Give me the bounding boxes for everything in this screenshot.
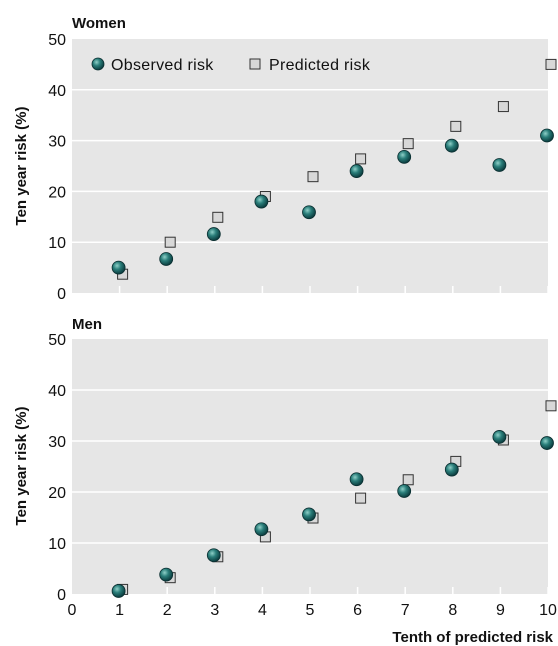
women-observed-point	[540, 128, 554, 143]
men-predicted-point	[545, 400, 557, 412]
women-y-tick-label: 30	[48, 134, 66, 151]
women-predicted-point	[164, 236, 176, 248]
men-observed-point	[349, 472, 364, 487]
men-observed-point	[540, 436, 554, 450]
men-observed-point	[111, 584, 126, 598]
men-observed-point	[397, 484, 412, 498]
women-predicted-point	[545, 58, 557, 70]
women-y-axis-label: Ten year risk (%)	[13, 107, 30, 226]
men-observed-point	[492, 430, 507, 444]
women-gridlines	[72, 89, 549, 293]
men-panel-title: Men	[72, 316, 102, 333]
women-predicted-point	[402, 138, 414, 150]
women-y-tick-label: 40	[48, 83, 66, 100]
men-y-tick-label: 30	[48, 434, 66, 451]
men-predicted-point	[402, 474, 414, 486]
women-observed-point	[206, 227, 221, 241]
legend-predicted-label: Predicted risk	[269, 57, 371, 74]
men-x-tick-label: 3	[210, 602, 219, 619]
legend: Observed risk Predicted risk	[91, 57, 371, 74]
women-predicted-point	[355, 153, 367, 165]
legend-observed-marker	[91, 57, 105, 71]
men-predicted-point	[355, 492, 367, 504]
x-axis-label: Tenth of predicted risk	[392, 629, 553, 646]
women-y-tick-label: 50	[48, 32, 66, 49]
women-y-ticks: 0 10 20 30 40 50	[48, 32, 66, 303]
women-observed-point	[444, 138, 459, 153]
men-x-tick-label: 10	[539, 602, 557, 619]
women-observed-point	[111, 260, 126, 275]
men-x-tick-label: 9	[496, 602, 505, 619]
women-observed-point	[302, 205, 316, 220]
men-observed-point	[254, 522, 269, 537]
men-x-tick-label: 1	[115, 602, 124, 619]
women-y-tick-label: 10	[48, 235, 66, 252]
men-points	[111, 400, 557, 598]
men-y-tick-label: 40	[48, 383, 66, 400]
men-x-tick-label: 8	[448, 602, 457, 619]
men-y-tick-label: 0	[57, 587, 66, 604]
women-observed-point	[159, 252, 174, 266]
men-y-ticks: 0 10 20 30 40 50	[48, 332, 66, 604]
women-y-tick-label: 20	[48, 184, 66, 201]
men-x-ticks: 0 1 2 3 4 5 6 7 8 9 10	[68, 602, 557, 619]
women-predicted-point	[497, 101, 509, 113]
women-panel: 0 10 20 30 40 50 Women Ten year risk (%) Obse…	[13, 15, 557, 303]
women-observed-point	[349, 164, 364, 178]
men-x-tick-label: 0	[68, 602, 77, 619]
women-panel-title: Women	[72, 15, 126, 32]
women-observed-point	[492, 158, 507, 172]
women-points	[111, 58, 557, 280]
men-x-tick-label: 2	[163, 602, 172, 619]
men-gridlines	[72, 389, 549, 594]
women-observed-point	[254, 194, 269, 209]
men-observed-point	[206, 548, 221, 563]
men-observed-point	[159, 567, 174, 582]
legend-predicted-marker	[249, 58, 261, 70]
women-plot-background	[72, 39, 548, 293]
men-y-axis-label: Ten year risk (%)	[13, 407, 30, 526]
men-x-tick-label: 4	[258, 602, 267, 619]
men-observed-point	[444, 462, 459, 477]
women-observed-point	[397, 149, 412, 164]
men-x-tick-label: 7	[401, 602, 410, 619]
women-predicted-point	[212, 211, 224, 223]
men-observed-point	[302, 507, 316, 522]
men-plot-background	[72, 339, 548, 594]
women-y-tick-label: 0	[57, 286, 66, 303]
women-predicted-point	[307, 171, 319, 183]
men-y-tick-label: 10	[48, 536, 66, 553]
legend-observed-label: Observed risk	[111, 57, 214, 74]
men-x-tick-label: 5	[306, 602, 315, 619]
women-predicted-point	[450, 120, 462, 132]
men-panel: 0 10 20 30 40 50 0 1 2 3 4 5 6 7 8 9 10 Men Ten year ri…	[13, 316, 557, 646]
men-y-tick-label: 20	[48, 485, 66, 502]
men-x-tick-label: 6	[353, 602, 362, 619]
men-y-tick-label: 50	[48, 332, 66, 349]
